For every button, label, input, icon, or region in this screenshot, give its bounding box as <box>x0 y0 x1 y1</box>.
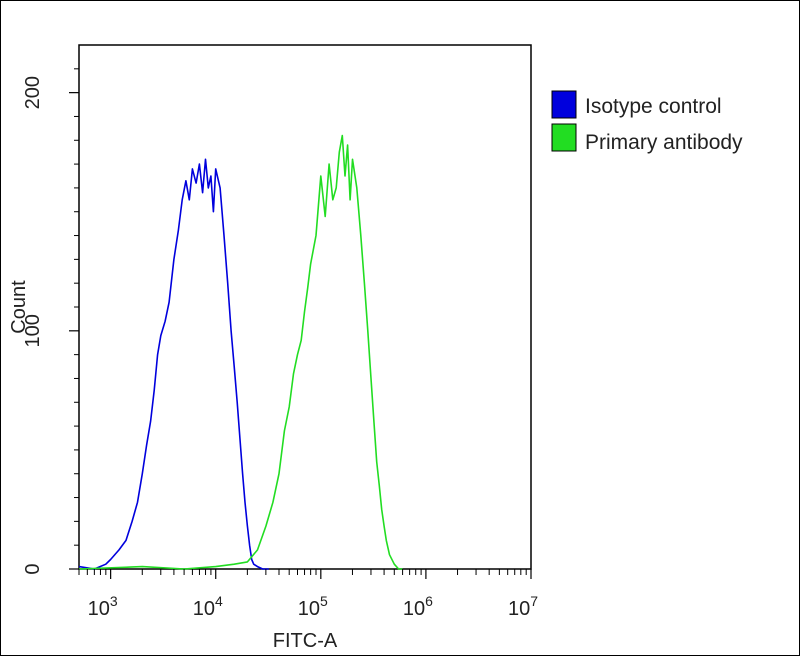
x-axis-label: FITC-A <box>273 630 338 652</box>
x-tick-label: 103 <box>88 593 118 620</box>
legend-swatch-isotype <box>551 90 577 119</box>
legend-swatch-primary <box>551 123 577 152</box>
legend-label-isotype: Isotype control <box>585 95 722 118</box>
legend-label-primary: Primary antibody <box>585 131 743 154</box>
y-tick-label: 200 <box>22 76 44 109</box>
x-tick-label: 105 <box>298 593 328 620</box>
y-tick-label: 0 <box>22 563 44 574</box>
y-axis-label: Count <box>8 280 30 334</box>
x-tick-label: 106 <box>403 593 433 620</box>
series-line-isotype <box>78 158 269 570</box>
x-axis-ticks: 103 104 105 106 107 <box>78 569 538 620</box>
series-layer <box>78 134 403 570</box>
series-line-primary <box>78 134 403 570</box>
y-tick-label: 100 <box>22 314 44 347</box>
legend: Isotype control Primary antibody <box>551 90 743 154</box>
x-tick-label: 104 <box>193 593 223 620</box>
y-axis-ticks: 0 100 200 <box>22 68 79 575</box>
x-tick-label: 107 <box>508 593 538 620</box>
